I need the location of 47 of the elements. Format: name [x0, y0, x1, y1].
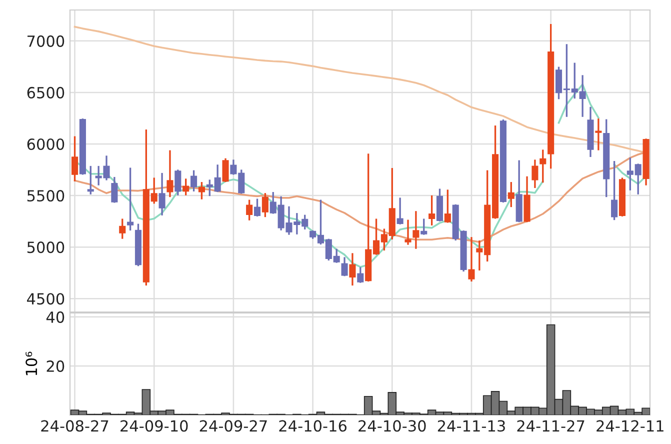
candlestick: [158, 172, 166, 216]
candlestick: [222, 158, 229, 182]
candlestick: [198, 182, 205, 200]
x-tick-label: 24-10-30: [358, 420, 426, 432]
x-tick-label: 24-10-16: [279, 420, 346, 432]
candlestick: [396, 198, 404, 224]
candlestick: [174, 170, 182, 196]
candlestick: [71, 136, 78, 182]
candlestick: [508, 182, 514, 208]
candlestick: [468, 237, 475, 282]
candlestick: [111, 176, 118, 203]
y-tick-label: 5000: [27, 242, 64, 254]
candlestick: [611, 160, 618, 220]
y-tick-label: 20: [46, 360, 64, 372]
x-tick-label: 24-11-27: [517, 420, 584, 432]
candlestick: [182, 178, 190, 196]
candlestick: [341, 257, 348, 276]
x-tick-label: 24-09-10: [120, 420, 188, 432]
candlestick: [254, 198, 261, 216]
y-tick-label: 4500: [27, 293, 64, 305]
x-tick-label: 24-12-11: [596, 420, 664, 432]
candlestick: [190, 170, 198, 192]
candlestick: [166, 150, 174, 198]
candlestick: [349, 253, 356, 286]
y-tick-label: 7000: [28, 35, 64, 47]
y-axis-title: 10⁶: [26, 352, 38, 376]
candlestick: [246, 200, 253, 220]
candlestick: [119, 218, 126, 239]
candlestick: [127, 168, 134, 230]
y-tick-label: 6500: [27, 86, 64, 98]
candlestick: [87, 166, 94, 194]
candlestick: [262, 193, 268, 218]
candlestick: [595, 118, 602, 150]
x-tick-label: 24-08-27: [41, 420, 108, 432]
candlestick: [357, 267, 364, 283]
y-tick-label: 5500: [27, 190, 64, 202]
y-tick-label: 40: [46, 311, 64, 323]
x-tick-label: 24-09-27: [200, 420, 267, 432]
candlestick: [540, 150, 546, 183]
candlestick: [428, 195, 436, 226]
x-tick-label: 24-11-13: [438, 420, 505, 432]
candlestick: [404, 220, 412, 245]
candlestick: [444, 190, 451, 223]
candlestick: [412, 211, 420, 249]
candlestick: [420, 218, 428, 235]
y-tick-label: 6000: [27, 138, 64, 150]
candlestick: [532, 160, 538, 188]
